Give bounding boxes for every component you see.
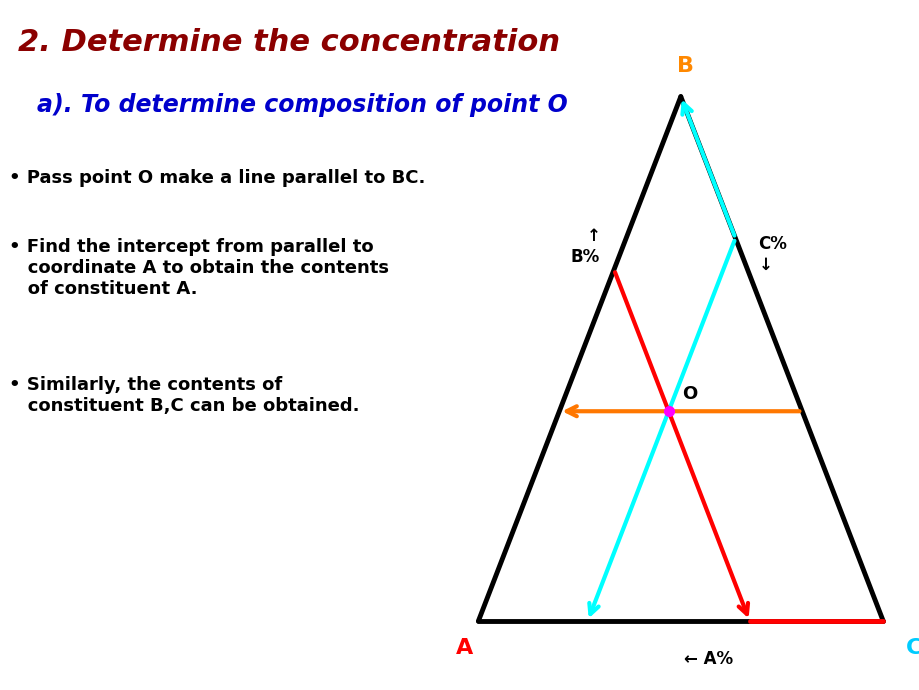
Text: • Pass point O make a line parallel to BC.: • Pass point O make a line parallel to B… xyxy=(9,169,425,187)
Text: 2. Determine the concentration: 2. Determine the concentration xyxy=(18,28,560,57)
Text: ↑
B%: ↑ B% xyxy=(571,228,599,266)
Text: O: O xyxy=(682,385,697,403)
Text: • Find the intercept from parallel to
   coordinate A to obtain the contents
   : • Find the intercept from parallel to co… xyxy=(9,238,389,297)
Text: • Similarly, the contents of
   constituent B,C can be obtained.: • Similarly, the contents of constituent… xyxy=(9,376,359,415)
Text: A: A xyxy=(456,638,472,658)
Text: a). To determine composition of point O: a). To determine composition of point O xyxy=(37,93,567,117)
Text: C: C xyxy=(905,638,919,658)
Text: ← A%: ← A% xyxy=(683,650,732,668)
Text: C%
↓: C% ↓ xyxy=(757,235,787,273)
Text: B: B xyxy=(676,56,693,76)
